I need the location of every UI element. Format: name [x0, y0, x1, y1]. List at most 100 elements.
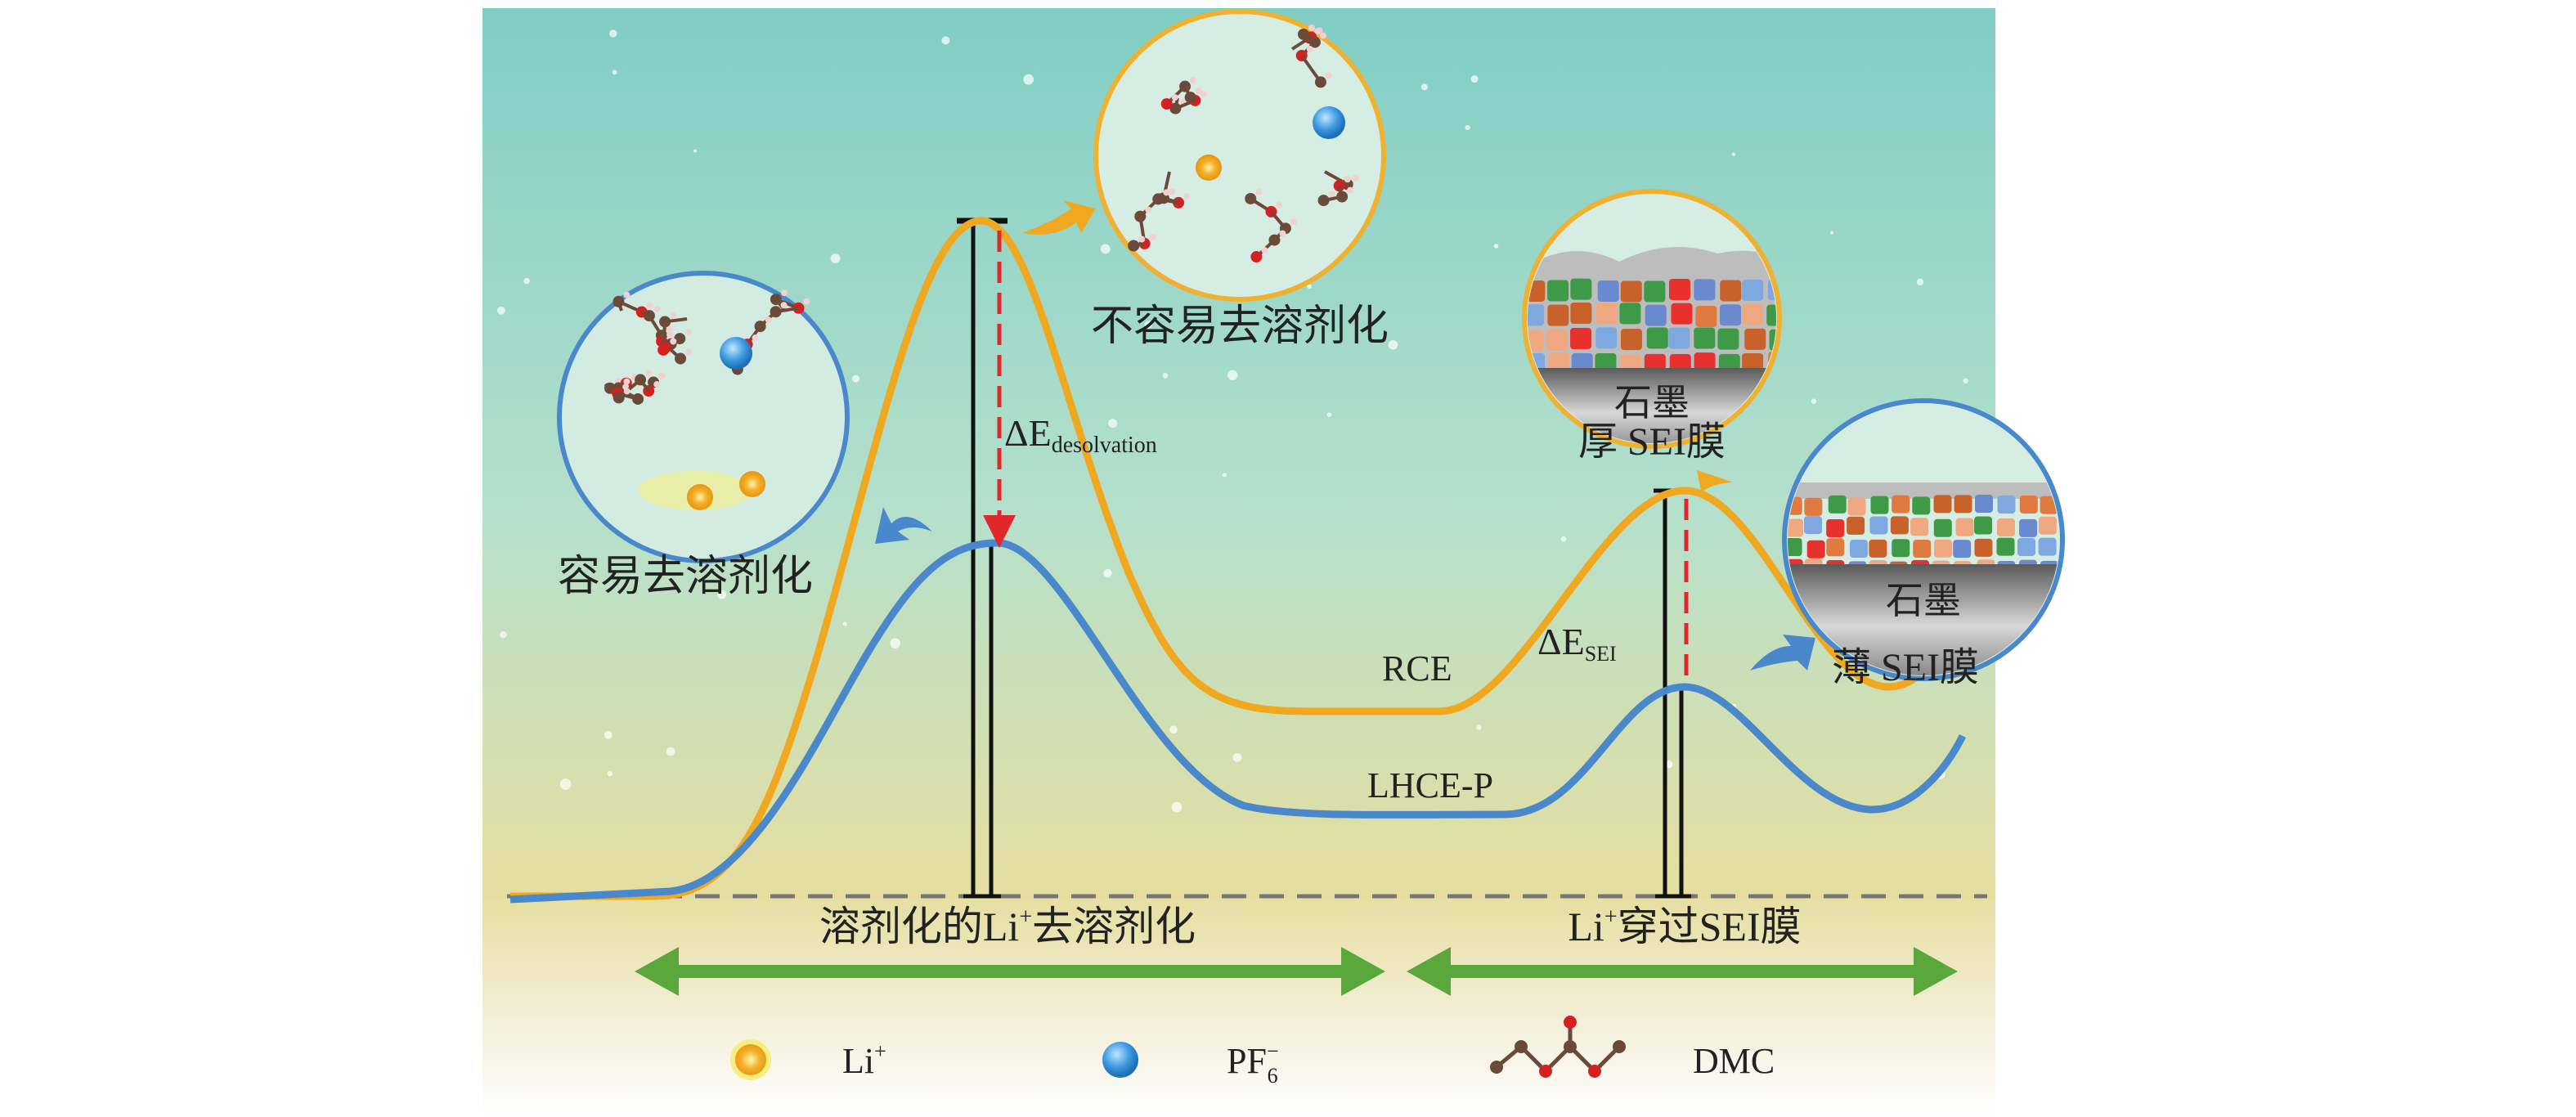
atom — [659, 342, 671, 354]
snowflake — [500, 631, 507, 639]
atom — [1128, 240, 1140, 252]
atom — [658, 372, 666, 379]
sei-grain — [1595, 327, 1618, 349]
legend-dmc-label: DMC — [1693, 1041, 1775, 1081]
pf6-ion-icon — [1102, 1042, 1138, 1078]
snowflake — [1420, 83, 1428, 91]
sei-grain — [1974, 495, 1993, 514]
snowflake — [609, 29, 617, 38]
atom — [1200, 90, 1207, 97]
sei-grain — [2038, 516, 2057, 535]
sei-grain — [1694, 327, 1716, 349]
snowflake — [612, 70, 617, 75]
sei-grain — [1826, 518, 1845, 537]
legend-pf6-label: PF− 6 — [1227, 1039, 1279, 1088]
snowflake — [1465, 124, 1470, 131]
sei-grain — [1913, 540, 1932, 558]
sei-grain — [1997, 518, 2016, 537]
atom — [780, 289, 788, 297]
atom — [645, 370, 653, 377]
legend-li-label: Li+ — [842, 1039, 886, 1081]
rce-curve — [510, 217, 1966, 900]
sei-grain — [1766, 304, 1776, 326]
snowflake — [1916, 278, 1924, 286]
atom — [1276, 201, 1283, 209]
sei-grain — [1804, 497, 1823, 516]
sei-grain — [1694, 279, 1716, 301]
atom — [1290, 218, 1297, 226]
stage-arrow-desolvation — [635, 947, 1385, 996]
snowflake — [1227, 370, 1238, 381]
atom — [1250, 251, 1263, 263]
atom — [653, 306, 661, 313]
sei-grain — [2019, 495, 2038, 514]
sei-grain — [1974, 516, 1993, 535]
dmc-molecule-icon — [1490, 1016, 1626, 1078]
atom — [666, 325, 673, 333]
atom — [1195, 87, 1202, 95]
snowflake — [1169, 725, 1178, 734]
graphite-label: 石墨 — [1886, 580, 1961, 621]
snowflake — [604, 730, 613, 739]
atom — [1347, 186, 1354, 194]
sei-grain — [1646, 327, 1668, 349]
sei-grain — [1528, 304, 1545, 326]
atom — [1306, 45, 1313, 52]
snowflake — [842, 621, 847, 626]
sei-grain — [1953, 540, 1972, 558]
sei-grain — [1788, 537, 1802, 556]
snowflake — [1222, 473, 1227, 478]
desolvation-energy-label: ΔEdesolvation — [1004, 412, 1157, 458]
sei-grain — [1849, 540, 1868, 558]
snowflake — [717, 590, 727, 599]
atom — [1261, 247, 1268, 254]
thin-sei-label: 薄 SEI膜 — [1832, 646, 1979, 689]
sei-grain — [1806, 540, 1825, 558]
sei-grain — [1644, 280, 1666, 303]
snowflake — [607, 771, 613, 777]
atom — [1317, 195, 1330, 207]
atom — [780, 302, 788, 309]
sei-grain — [1933, 539, 1952, 558]
atom — [653, 381, 661, 388]
blue-curved-arrow-icon — [1750, 635, 1815, 671]
sei-grain — [1570, 278, 1592, 300]
snowflake — [1144, 321, 1153, 329]
atom — [1163, 189, 1170, 196]
pf6-ion-icon — [1313, 106, 1345, 139]
sei-grain — [1595, 303, 1618, 325]
sei-grain — [1547, 280, 1569, 302]
sei-grain — [1742, 303, 1764, 325]
snowflake — [1470, 75, 1479, 83]
li-ion-icon — [687, 484, 713, 510]
easy-desolvation-label: 容易去溶剂化 — [558, 554, 813, 600]
atom — [1564, 1040, 1577, 1053]
atom — [1328, 191, 1335, 198]
snowflake — [1476, 724, 1482, 730]
snowflake — [1171, 801, 1183, 813]
sei-grain — [1997, 495, 2016, 514]
sei-grain — [1547, 304, 1569, 326]
legend: Li+ PF− 6 DMC — [730, 1016, 1775, 1088]
snowflake — [523, 277, 530, 285]
atom — [1255, 188, 1263, 195]
solvent-molecules — [1128, 24, 1359, 263]
atom — [1168, 188, 1175, 195]
atom — [765, 316, 772, 324]
snowflake — [1232, 753, 1242, 762]
atom — [1308, 24, 1315, 31]
sei-grain — [1668, 327, 1690, 349]
sei-grain — [1668, 278, 1690, 300]
orange-curved-arrow-icon — [1022, 200, 1096, 235]
li-ion-icon — [739, 471, 765, 497]
atom — [666, 331, 674, 339]
atom — [613, 392, 625, 404]
atom — [1279, 230, 1286, 237]
sei-grain — [1910, 518, 1929, 536]
sei-grain — [2038, 537, 2057, 556]
snowflake — [1100, 244, 1111, 254]
sei-grain — [1869, 539, 1887, 558]
snowflake — [1108, 419, 1118, 428]
atom — [685, 348, 693, 356]
snowflake — [1731, 152, 1736, 156]
